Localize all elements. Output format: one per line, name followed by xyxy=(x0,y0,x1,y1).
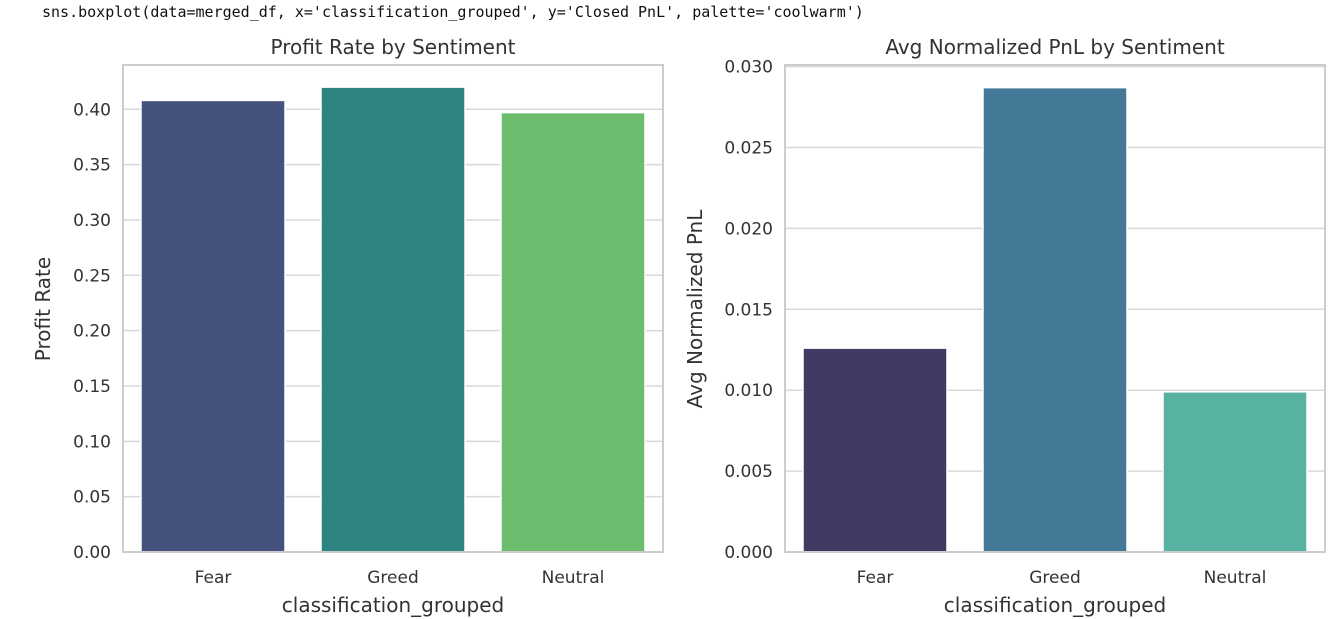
y-tick-label: 0.10 xyxy=(73,432,111,452)
y-tick-label: 0.35 xyxy=(73,156,111,176)
y-axis-label: Avg Normalized PnL xyxy=(683,209,707,409)
y-tick-label: 0.20 xyxy=(73,322,111,342)
code-cell-text: sns.boxplot(data=merged_df, x='classific… xyxy=(42,3,864,21)
bar-neutral xyxy=(500,111,646,553)
y-tick-label: 0.15 xyxy=(73,377,111,397)
x-axis-label: classification_grouped xyxy=(282,593,504,617)
y-tick-label: 0.005 xyxy=(724,462,773,482)
y-tick-label: 0.020 xyxy=(724,219,773,239)
chart-title: Profit Rate by Sentiment xyxy=(270,35,515,59)
x-tick-label: Fear xyxy=(195,568,232,588)
y-tick-label: 0.025 xyxy=(724,139,773,159)
bar-fear xyxy=(802,347,948,553)
y-tick-label: 0.00 xyxy=(73,543,111,563)
chart-panel-1: 0.00 0.05 0.10 0.15 0.20 0.25 0.30 0.35 0.40 Fear… xyxy=(31,35,664,617)
x-tick-label: Fear xyxy=(857,568,894,588)
bar-neutral xyxy=(1162,391,1308,553)
plot-frame xyxy=(122,64,664,553)
x-axis-label: classification_grouped xyxy=(944,593,1166,617)
y-tick-label: 0.015 xyxy=(724,300,773,320)
y-axis-label: Profit Rate xyxy=(31,257,55,361)
bar-greed xyxy=(982,86,1128,553)
y-tick-label: 0.30 xyxy=(73,211,111,231)
chart-title: Avg Normalized PnL by Sentiment xyxy=(885,35,1224,59)
y-tick-label: 0.40 xyxy=(73,100,111,120)
x-tick-label: Greed xyxy=(367,568,419,588)
y-tick-label: 0.000 xyxy=(724,543,773,563)
y-tick-label: 0.25 xyxy=(73,266,111,286)
bar-fear xyxy=(140,99,286,553)
chart-panel-2: 0.000 0.005 0.010 0.015 0.020 0.025 0.030 Fear G… xyxy=(683,35,1326,617)
x-tick-label: Neutral xyxy=(1204,568,1267,588)
x-tick-label: Neutral xyxy=(542,568,605,588)
plot-frame xyxy=(784,64,1326,553)
x-tick-label: Greed xyxy=(1029,568,1081,588)
y-tick-label: 0.030 xyxy=(724,58,773,78)
y-tick-label: 0.05 xyxy=(73,488,111,508)
y-tick-label: 0.010 xyxy=(724,381,773,401)
bar-greed xyxy=(320,86,466,553)
